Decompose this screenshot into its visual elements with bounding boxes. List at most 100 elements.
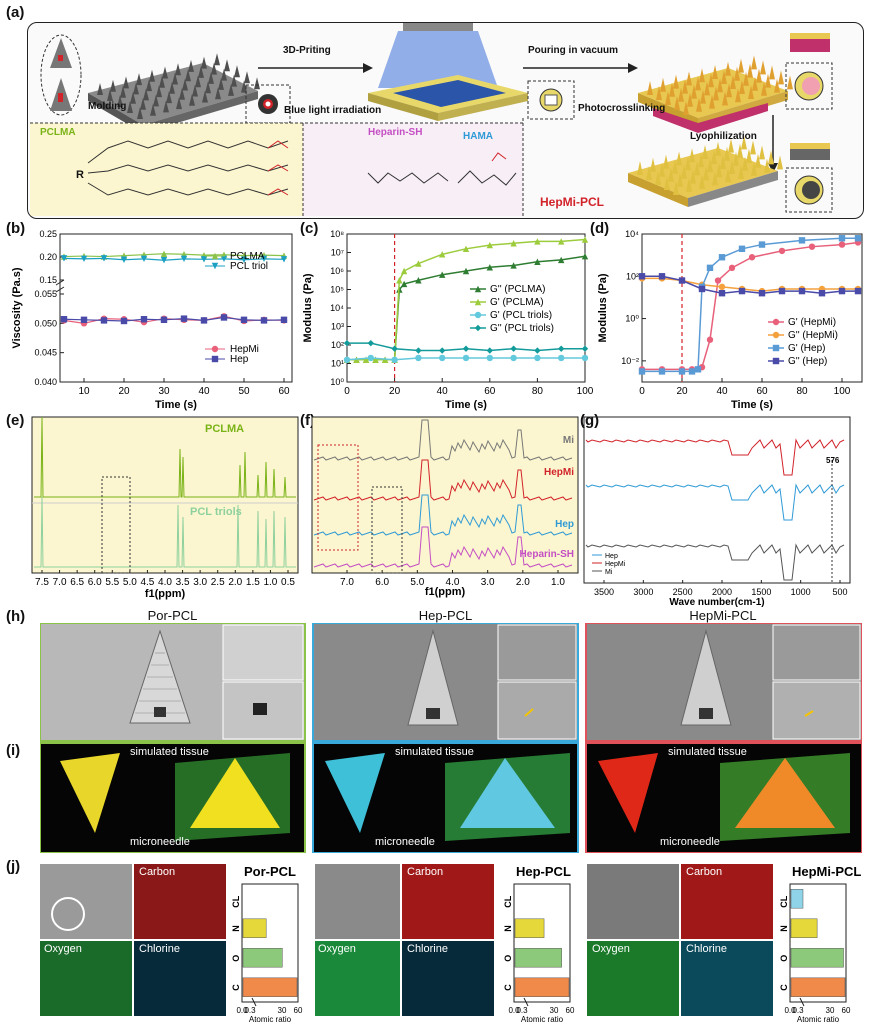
x-tick-label: 5.5 [105,577,119,588]
blue-light-label: Blue light irradiation [284,105,382,116]
data-point [415,354,422,362]
category-label: O [231,955,241,962]
data-point [678,277,686,284]
data-point [439,347,446,354]
y-tick-label: 10¹ [331,359,344,369]
data-point [362,356,370,363]
legend-marker [772,318,780,326]
category-label: O [503,955,513,962]
spike [698,153,704,168]
data-point [581,253,589,260]
spike [185,69,191,82]
highlight-box [317,444,359,551]
data-point [758,241,766,248]
spike [737,143,743,158]
spike [156,85,162,98]
data-point [140,255,148,263]
data-point [120,317,128,325]
x-axis-label: Wave number(cm-1) [669,597,764,608]
legend-marker [211,252,219,260]
legend-marker [474,298,482,306]
data-point [220,314,228,321]
simulated-tissue-label-2: simulated tissue [395,746,474,758]
data-point [280,316,288,324]
plot-frame [641,233,863,383]
spike [110,79,116,92]
legend-marker [474,324,482,332]
spike [143,88,149,101]
photocrosslinking-label: Photocrosslinking [578,103,666,114]
molding-patch [88,53,260,133]
plot-frame [789,883,847,1003]
data-point [140,316,148,323]
highlight-box [371,486,403,574]
spike [659,162,665,177]
bar [790,889,804,909]
y-axis-label: Viscosity (Pa.s) [11,267,23,348]
spike [715,141,721,156]
spike [759,145,765,160]
data-point [738,245,746,252]
data-point [280,256,288,263]
x-tick-label: 1.5 [246,577,260,588]
chlorine-label-3: Chlorine [686,943,727,955]
spike [681,164,687,179]
oxygen-label-2: Oxygen [318,943,356,955]
nmr-pclma-chart: 7.5 7.0 6.5 6.0 5.5 5.0 4.5 4.0 3.5 3.0 2.5 2.0 1.5 1… [31,416,299,600]
spike [127,101,133,113]
data-point [462,245,470,252]
spike [704,81,710,96]
spike [787,75,793,90]
x-tick-label: 30 [550,1006,559,1015]
series-line [347,238,586,361]
spike [708,73,714,88]
spike [709,94,715,109]
data-point [343,339,351,347]
spike [130,91,136,104]
microneedle-label-3: microneedle [660,836,720,848]
spike [646,166,652,180]
spike [746,148,752,163]
x-tick-label: 2.5 [211,577,225,588]
data-point [80,255,88,263]
x-axis-label: f1(ppm) [145,588,186,600]
bar [514,918,545,938]
spike [750,140,756,155]
y-tick-label: 10² [331,340,344,350]
schematic-drawing [30,23,833,216]
panel-label-g: (g) [580,412,600,429]
spike [221,68,227,81]
x-tick-label: 30 [158,386,170,397]
x-tick-label: 6.0 [88,577,102,588]
series-line [63,316,285,322]
series-line [642,241,859,371]
eds-hepmi [587,864,773,1016]
x-tick-label: 5.0 [410,577,424,588]
data-point [367,354,374,362]
spike [175,63,181,76]
spike [254,77,260,90]
hama-label: HAMA [463,131,493,142]
legend-marker [772,331,780,339]
spike [179,87,185,100]
spike [224,59,230,72]
h-title-por: Por-PCL [147,608,198,623]
spike [716,163,722,178]
spike [725,61,731,76]
data-point [180,255,188,263]
x-tick-label: 50 [238,386,250,397]
legend-text: G'' (PCLMA) [490,284,546,295]
spike [761,81,767,96]
data-point [367,339,374,347]
data-point [818,290,826,297]
legend-text: G' (HepMi) [788,317,836,328]
y-tick-label: 0.20 [39,252,57,262]
spike [665,91,671,105]
spike [778,70,784,85]
spike [637,161,643,175]
data-point [200,317,208,324]
x-tick-label: 4.5 [140,577,154,588]
category-label: O [779,955,789,962]
x-tick-label: 3.0 [193,577,207,588]
